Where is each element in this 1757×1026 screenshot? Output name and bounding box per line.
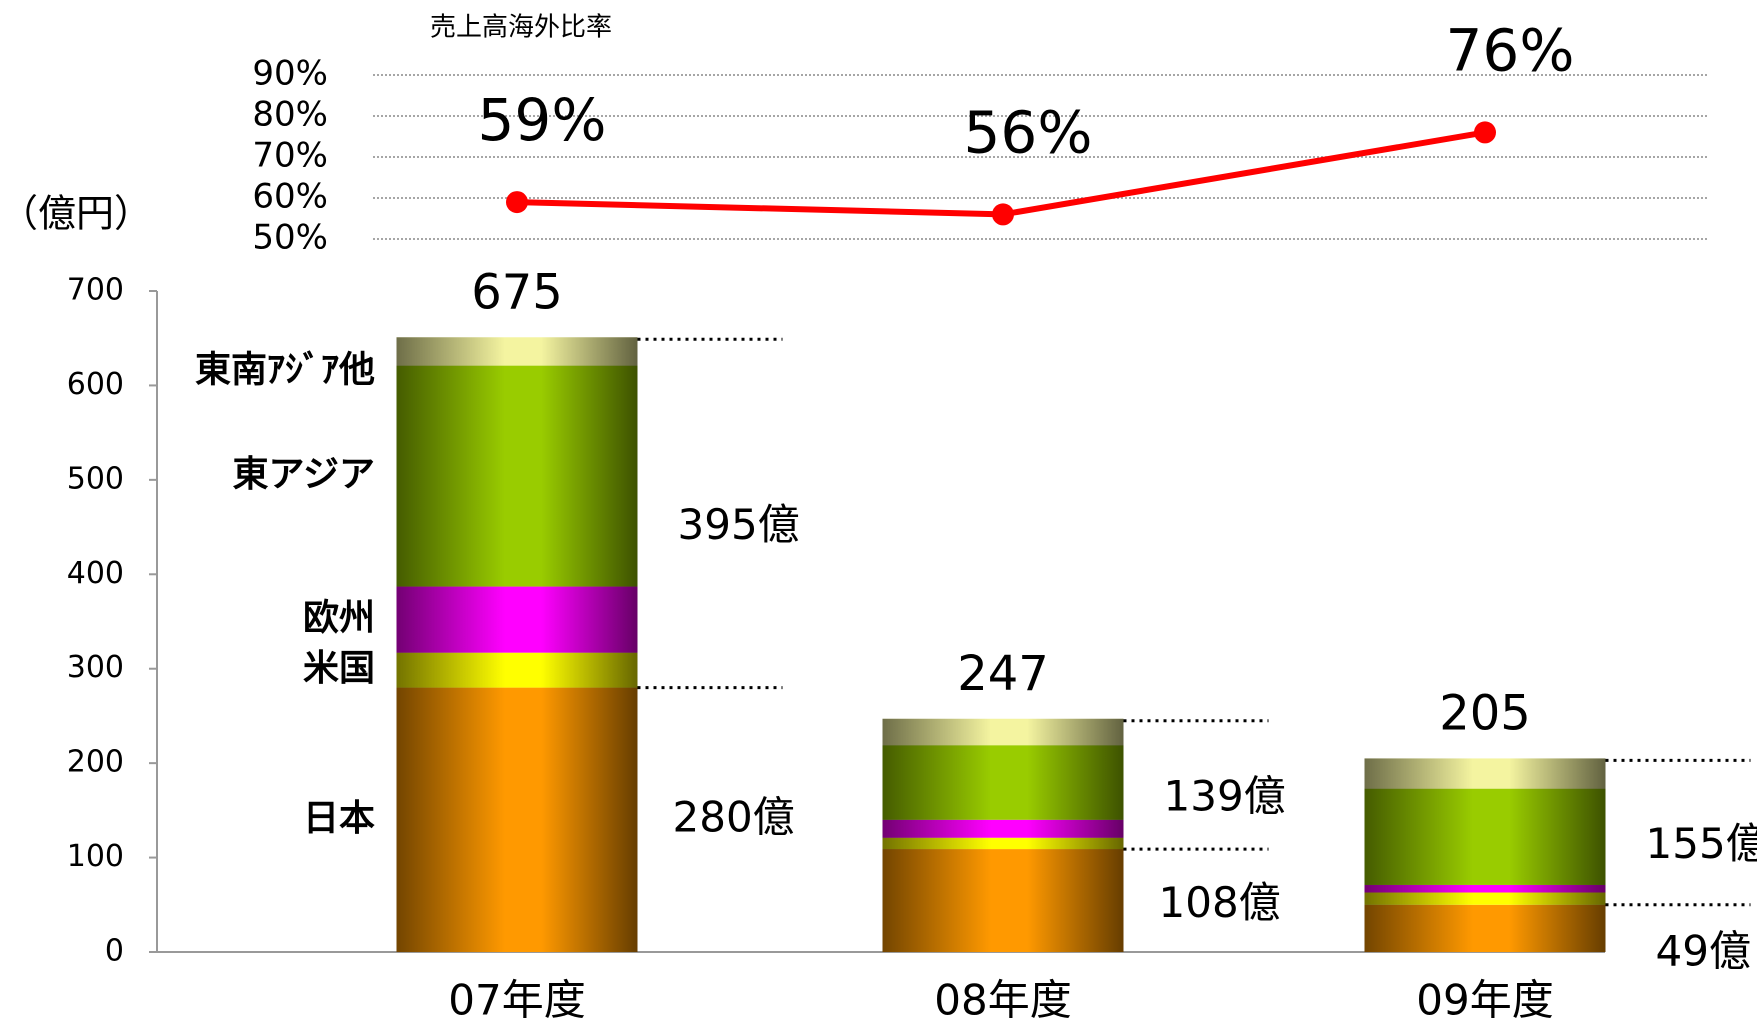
bar-shade	[396, 337, 638, 952]
y-tick-label: 70%	[252, 136, 328, 176]
y-tick-label: 80%	[252, 95, 328, 135]
value-label: 56%	[964, 99, 1093, 167]
y-tick-label: 100	[67, 839, 124, 874]
domestic-label: 49億	[1656, 927, 1751, 976]
y-tick-label: 700	[67, 273, 124, 308]
x-tick-label: 07年度	[448, 976, 585, 1025]
line-title: 売上高海外比率	[430, 13, 612, 43]
x-tick-label: 08年度	[934, 976, 1071, 1025]
series-label: 東南ｱｼﾞｱ他	[195, 348, 375, 390]
bar-shade	[1364, 758, 1606, 952]
y-axis-label: （億円）	[0, 192, 152, 236]
overseas-label: 139億	[1164, 771, 1286, 820]
point	[992, 203, 1014, 226]
y-tick-label: 200	[67, 745, 124, 780]
total-label: 675	[471, 264, 563, 320]
series-label: 東アジア	[232, 454, 375, 495]
y-tick-label: 400	[67, 556, 124, 591]
y-tick-label: 300	[67, 650, 124, 685]
point	[1474, 121, 1496, 144]
point	[506, 191, 528, 214]
x-tick-label: 09年度	[1416, 976, 1553, 1025]
value-label: 76%	[1446, 17, 1575, 85]
y-tick-label: 50%	[252, 218, 328, 258]
total-label: 247	[957, 646, 1049, 702]
domestic-label: 280億	[673, 792, 795, 841]
series-label: 日本	[303, 798, 375, 839]
y-tick-label: 60%	[252, 177, 328, 217]
domestic-label: 108億	[1159, 878, 1281, 927]
bar-shade	[882, 718, 1124, 952]
series-label: 米国	[303, 648, 375, 689]
total-label: 205	[1439, 685, 1531, 741]
value-label: 59%	[478, 86, 607, 154]
y-tick-label: 0	[105, 934, 124, 969]
overseas-label: 155億	[1646, 819, 1757, 868]
series-label: 欧州	[303, 598, 375, 639]
y-tick-label: 90%	[252, 54, 328, 94]
overseas-label: 395億	[678, 500, 800, 549]
y-tick-label: 500	[67, 461, 124, 496]
y-tick-label: 600	[67, 367, 124, 402]
